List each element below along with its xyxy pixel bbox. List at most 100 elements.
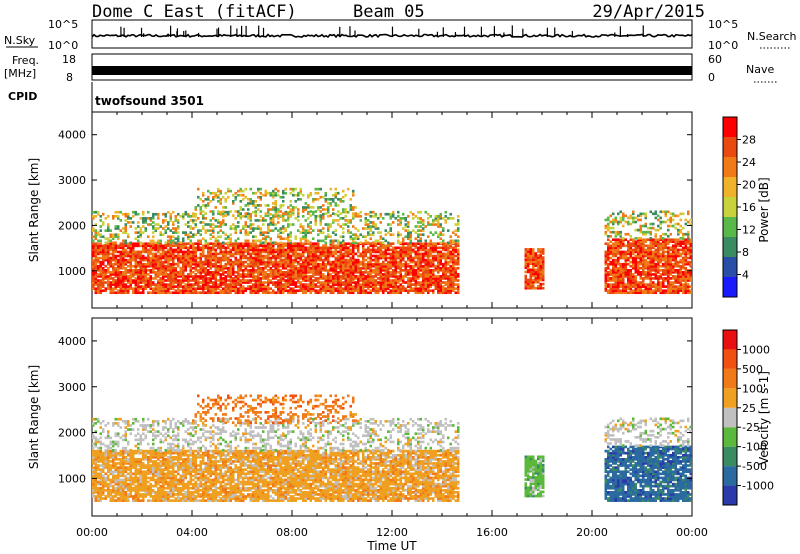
- power-echo-cell: [624, 244, 627, 248]
- power-echo-cell: [447, 241, 450, 245]
- power-echo-cell: [124, 258, 127, 262]
- power-echo-cell: [137, 239, 140, 243]
- power-echo-cell: [434, 264, 437, 268]
- power-echo-cell: [244, 266, 247, 270]
- power-echo-cell: [247, 271, 250, 274]
- power-echo-cell: [172, 277, 175, 280]
- power-echo-cell: [257, 252, 260, 256]
- power-echo-cell: [142, 248, 145, 252]
- power-echo-cell: [407, 215, 410, 218]
- power-echo-cell: [274, 281, 277, 284]
- power-echo-cell: [182, 246, 185, 250]
- power-echo-cell: [387, 212, 390, 216]
- nave-label: Nave: [746, 63, 774, 76]
- power-echo-cell: [184, 260, 187, 264]
- power-echo-cell: [189, 239, 192, 243]
- power-echo-cell: [357, 235, 360, 239]
- power-echo-cell: [154, 258, 157, 262]
- power-echo-cell: [269, 260, 272, 264]
- power-echo-cell: [287, 244, 290, 248]
- power-echo-cell: [244, 204, 247, 207]
- power-echo-cell: [164, 229, 167, 232]
- power-echo-cell: [419, 252, 422, 256]
- power-echo-cell: [222, 252, 225, 256]
- power-echo-cell: [292, 283, 295, 286]
- power-echo-cell: [219, 266, 222, 270]
- power-echo-cell: [284, 219, 287, 222]
- power-echo-cell: [204, 285, 207, 288]
- power-echo-cell: [189, 219, 192, 222]
- power-echo-cell: [272, 275, 275, 278]
- power-echo-cell: [107, 285, 110, 288]
- power-echo-cell: [142, 275, 145, 278]
- power-echo-cell: [392, 279, 395, 282]
- power-echo-cell: [277, 256, 280, 260]
- power-echo-cell: [164, 264, 167, 268]
- power-echo-cell: [199, 275, 202, 278]
- power-echo-cell: [222, 246, 225, 250]
- power-echo-cell: [232, 271, 235, 274]
- power-echo-cell: [289, 273, 292, 276]
- power-echo-cell: [414, 237, 417, 241]
- power-echo-cell: [149, 269, 152, 272]
- power-echo-cell: [104, 269, 107, 272]
- power-echo-cell: [174, 237, 177, 241]
- power-echo-cell: [239, 266, 242, 270]
- power-echo-cell: [244, 244, 247, 248]
- power-echo-cell: [334, 187, 337, 191]
- power-echo-cell: [259, 273, 262, 276]
- power-echo-cell: [207, 246, 210, 250]
- power-echo-cell: [112, 246, 115, 250]
- power-echo-cell: [224, 262, 227, 266]
- power-echo-cell: [257, 195, 260, 199]
- power-echo-cell: [224, 206, 227, 209]
- power-echo-cell: [137, 291, 140, 295]
- power-echo-cell: [232, 266, 235, 270]
- power-echo-cell: [172, 235, 175, 239]
- power-echo-cell: [304, 219, 307, 222]
- power-echo-cell: [97, 279, 100, 282]
- power-echo-cell: [132, 273, 135, 276]
- power-echo-cell: [139, 241, 142, 245]
- power-echo-cell: [249, 269, 252, 272]
- power-echo-cell: [237, 250, 240, 254]
- power-echo-cell: [357, 212, 360, 216]
- power-echo-cell: [202, 291, 205, 295]
- power-echo-cell: [337, 210, 340, 213]
- power-echo-cell: [307, 289, 310, 293]
- power-echo-cell: [152, 244, 155, 248]
- power-echo-cell: [94, 291, 97, 295]
- power-echo-cell: [359, 210, 362, 214]
- power-echo-cell: [447, 260, 450, 264]
- power-echo-cell: [257, 281, 260, 284]
- power-echo-cell: [99, 279, 102, 282]
- power-echo-cell: [352, 212, 355, 215]
- power-echo-cell: [612, 238, 615, 242]
- power-echo-cell: [282, 242, 285, 246]
- power-echo-cell: [164, 244, 167, 248]
- power-echo-cell: [142, 246, 145, 250]
- power-echo-cell: [239, 273, 242, 276]
- power-echo-cell: [277, 217, 280, 220]
- power-echo-cell: [134, 271, 137, 274]
- power-echo-cell: [377, 217, 380, 220]
- power-echo-cell: [604, 250, 607, 254]
- power-echo-cell: [397, 219, 400, 222]
- power-echo-cell: [92, 258, 95, 262]
- power-echo-cell: [409, 210, 412, 214]
- power-echo-cell: [107, 266, 110, 270]
- power-echo-cell: [159, 273, 162, 276]
- power-echo-cell: [167, 242, 170, 246]
- power-echo-cell: [189, 279, 192, 282]
- power-echo-cell: [222, 250, 225, 254]
- power-echo-cell: [107, 237, 110, 241]
- power-echo-cell: [364, 235, 367, 239]
- power-echo-cell: [247, 248, 250, 252]
- power-echo-cell: [157, 248, 160, 252]
- power-echo-cell: [139, 250, 142, 254]
- power-echo-cell: [124, 271, 127, 274]
- power-echo-cell: [629, 264, 632, 268]
- power-echo-cell: [294, 217, 297, 220]
- power-echo-cell: [144, 258, 147, 262]
- power-echo-cell: [277, 252, 280, 256]
